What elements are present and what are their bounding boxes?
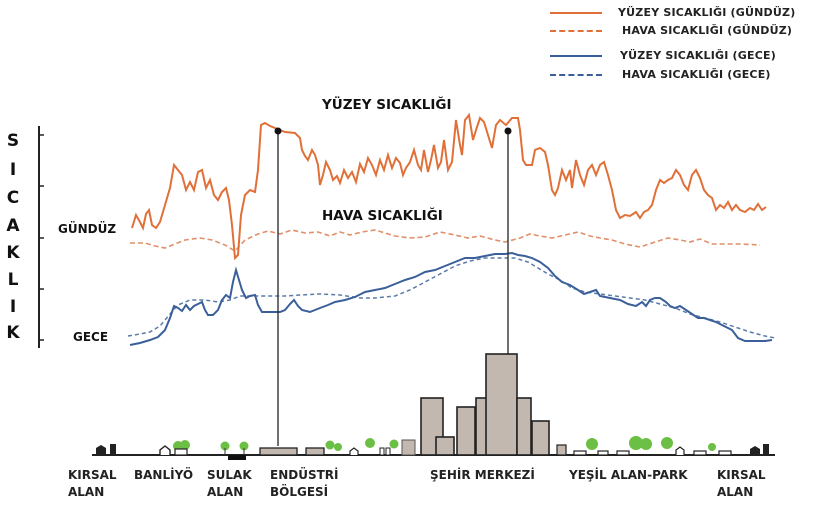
axis-letter: L [7, 270, 19, 290]
axis-letter: A [6, 216, 20, 236]
zone-label-line1: YEŞİL ALAN-PARK [569, 468, 688, 482]
zone-suburb: BANLİYÖ [134, 467, 193, 484]
axis-letter: I [9, 297, 17, 317]
zone-label-line1: KIRSAL [717, 468, 766, 482]
industry-buildings [259, 447, 325, 456]
zone-wetland: SULAK ALAN [207, 467, 252, 501]
industry-pointer [274, 127, 282, 446]
surface-temp-day-line [131, 112, 767, 261]
axis-letter: S [6, 131, 20, 151]
city-center-skyscrapers [420, 353, 550, 456]
legend-item-air-night: HAVA SICAKLIĞI (GECE) [550, 68, 771, 81]
surface-temp-night-line [129, 251, 773, 346]
zone-label-line1: ŞEHİR MERKEZİ [430, 468, 535, 482]
rural-buildings-right [750, 444, 769, 455]
legend-label: HAVA SICAKLIĞI (GÜNDÜZ) [622, 24, 793, 37]
air-temperature-title: HAVA SICAKLIĞI [322, 208, 443, 224]
park-trees-houses [556, 436, 732, 456]
axis-letter: K [6, 323, 20, 343]
zone-green-park: YEŞİL ALAN-PARK [569, 467, 688, 484]
dashed-line-icon [550, 73, 602, 76]
suburb-houses [159, 440, 190, 456]
rural-buildings-left [96, 444, 116, 455]
legend-item-air-day: HAVA SICAKLIĞI (GÜNDÜZ) [550, 24, 792, 37]
zone-label-line1: KIRSAL [68, 468, 117, 482]
zone-industry: ENDÜSTRİ BÖLGESİ [270, 467, 338, 501]
zone-rural-left: KIRSAL ALAN [68, 467, 117, 501]
zone-label-line1: SULAK [207, 468, 252, 482]
air-temp-night-line [127, 257, 776, 339]
axis-letter: I [9, 160, 17, 180]
zone-label-line2: BÖLGESİ [270, 485, 329, 499]
air-temp-day-line [130, 229, 761, 253]
dashed-line-icon [550, 29, 602, 32]
wetland [220, 441, 249, 460]
night-label: GECE [73, 330, 109, 344]
solid-line-icon [550, 54, 602, 57]
trees-mid [325, 438, 416, 456]
zone-label-line1: BANLİYÖ [134, 468, 194, 482]
axis-letter: C [6, 188, 20, 208]
solid-line-icon [550, 11, 602, 14]
legend-item-surface-day: YÜZEY SICAKLIĞI (GÜNDÜZ) [550, 6, 795, 19]
zone-rural-right: KIRSAL ALAN [717, 467, 766, 501]
city-center-pointer [504, 127, 512, 354]
y-axis-ticks [39, 134, 44, 341]
zone-label-line2: ALAN [68, 485, 105, 499]
zone-label-line2: ALAN [717, 485, 754, 499]
zone-label-line1: ENDÜSTRİ [270, 468, 339, 482]
legend-label: YÜZEY SICAKLIĞI (GÜNDÜZ) [618, 6, 796, 19]
legend-item-surface-night: YÜZEY SICAKLIĞI (GECE) [550, 49, 776, 62]
surface-temperature-title: YÜZEY SICAKLIĞI [322, 97, 452, 113]
zone-label-line2: ALAN [207, 485, 244, 499]
legend-label: YÜZEY SICAKLIĞI (GECE) [620, 49, 776, 62]
day-label: GÜNDÜZ [58, 222, 117, 236]
zone-city-center: ŞEHİR MERKEZİ [430, 467, 535, 484]
axis-letter: K [6, 243, 20, 263]
legend-label: HAVA SICAKLIĞI (GECE) [622, 68, 771, 81]
